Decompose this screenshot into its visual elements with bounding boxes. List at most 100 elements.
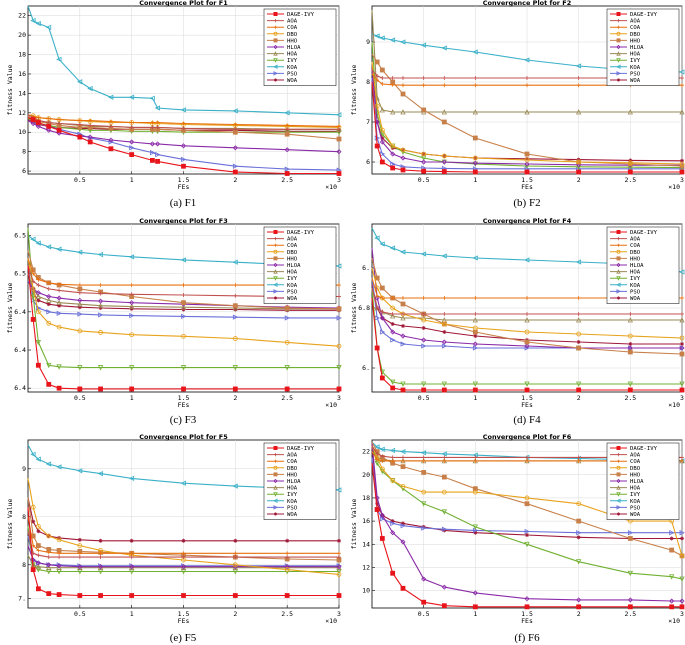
data-point (336, 136, 342, 142)
data-point (472, 155, 478, 161)
data-point (421, 326, 426, 330)
data-point (379, 241, 385, 247)
data-point (421, 107, 427, 113)
data-point (576, 83, 581, 88)
data-point (284, 593, 290, 598)
data-point (284, 171, 290, 176)
x-tick-label: 1.5 (521, 176, 533, 184)
data-point (375, 306, 380, 310)
series-dage-ivy (371, 81, 685, 175)
legend-marker (273, 453, 278, 457)
y-tick-label: 22 (18, 12, 26, 20)
y-tick-label: 6.4 (14, 346, 26, 354)
data-point (441, 451, 447, 457)
series-line (27, 497, 339, 542)
data-point (284, 315, 291, 321)
legend-marker (616, 243, 621, 247)
x-tick-label: 1.5 (521, 394, 533, 402)
x-tick-label: 1 (473, 610, 477, 618)
legend-label: KOA (287, 283, 298, 289)
legend-label: KOA (630, 499, 641, 505)
data-point (441, 339, 447, 345)
data-point (401, 455, 405, 460)
data-point (679, 604, 685, 610)
data-point (390, 151, 396, 157)
data-point (30, 451, 36, 458)
data-point (576, 597, 582, 603)
data-point (46, 562, 52, 568)
data-point (284, 365, 290, 371)
legend-label: PSO (630, 505, 641, 511)
data-point (336, 572, 342, 577)
data-point (284, 166, 291, 172)
data-point (525, 455, 529, 460)
data-point (374, 143, 380, 149)
data-point (524, 541, 530, 548)
data-point (31, 519, 36, 524)
data-point (421, 296, 426, 300)
data-point (46, 120, 51, 125)
data-point (129, 312, 135, 319)
data-point (374, 444, 380, 450)
data-point (472, 381, 478, 387)
data-point (421, 576, 427, 582)
data-point (679, 345, 685, 351)
data-point (627, 570, 633, 577)
data-point (524, 157, 530, 163)
legend-marker (616, 58, 621, 63)
data-point (232, 365, 238, 371)
x-tick-label: 1 (473, 176, 477, 184)
data-point (181, 313, 187, 320)
legend-marker (273, 296, 278, 300)
data-point (627, 349, 633, 355)
legend-marker (273, 465, 278, 470)
y-tick-label: 9 (366, 38, 370, 46)
data-point (627, 530, 634, 536)
data-point (337, 555, 341, 560)
data-point (400, 333, 406, 339)
legend-marker (616, 478, 621, 484)
data-point (576, 76, 581, 80)
data-point (627, 317, 633, 323)
data-point (401, 324, 405, 328)
data-point (680, 83, 684, 88)
data-point (284, 305, 290, 311)
data-point (379, 375, 385, 381)
y-tick-label: 6. (362, 264, 370, 272)
series-dbo (371, 61, 685, 167)
chart-title: Convergence Plot for F2 (483, 0, 571, 7)
data-point (336, 306, 342, 312)
data-point (98, 551, 103, 556)
x-scale-label: ×10 (325, 401, 337, 409)
data-point (46, 564, 52, 571)
legend-marker (616, 11, 621, 16)
data-point (46, 533, 52, 539)
data-point (46, 591, 52, 596)
x-tick-label: 1.5 (178, 610, 190, 618)
data-point (441, 169, 447, 175)
data-point (400, 387, 406, 393)
data-point (285, 127, 290, 132)
y-tick-label: 6.5 (14, 231, 26, 239)
data-point (400, 585, 406, 591)
y-tick-label: 12 (18, 109, 26, 117)
data-point (181, 593, 186, 598)
data-point (45, 244, 52, 250)
data-point (46, 302, 51, 307)
data-point (680, 158, 684, 163)
data-point (379, 466, 385, 472)
data-point (46, 362, 52, 369)
data-point (421, 387, 427, 393)
data-point (379, 127, 385, 133)
data-point (441, 489, 447, 495)
legend-marker (616, 25, 621, 29)
chart-title: Convergence Plot for F3 (139, 217, 227, 225)
data-point (77, 134, 83, 140)
data-point (56, 246, 62, 252)
data-point (400, 249, 406, 255)
data-point (129, 300, 135, 306)
data-point (336, 315, 342, 321)
legend-label: PSO (287, 289, 298, 295)
legend-marker (273, 512, 278, 516)
data-point (108, 137, 114, 143)
